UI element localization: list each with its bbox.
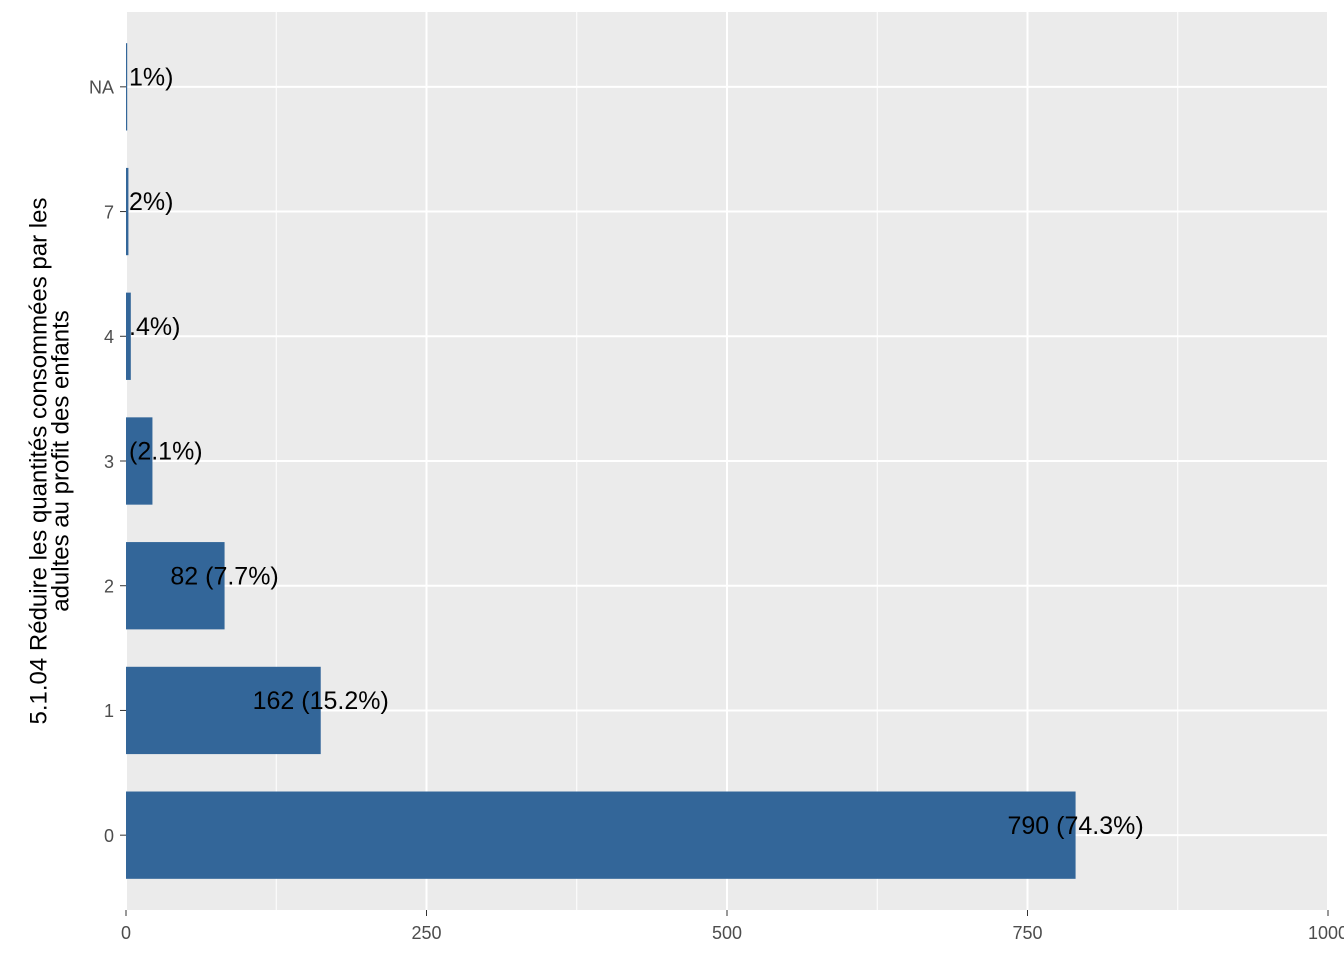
bar [126, 167, 129, 256]
value-label: 2%) [129, 188, 173, 216]
bar [126, 43, 128, 131]
bar [126, 417, 153, 505]
x-tick-label: 1000 [1308, 923, 1344, 943]
x-tick-label: 500 [712, 923, 742, 943]
value-label: 162 (15.2%) [253, 687, 389, 715]
y-tick-label: 0 [104, 826, 114, 846]
x-tick-label: 0 [121, 923, 131, 943]
bar [126, 542, 225, 630]
y-axis-title: adultes au profit des enfants [47, 310, 74, 612]
value-label: .4%) [129, 313, 180, 341]
y-tick-label: NA [89, 78, 114, 98]
value-label: 1%) [129, 63, 173, 91]
value-label: 790 (74.3%) [1007, 812, 1143, 840]
x-tick-label: 250 [411, 923, 441, 943]
x-tick-label: 750 [1012, 923, 1042, 943]
value-label: (2.1%) [129, 438, 203, 466]
bar [126, 791, 1076, 879]
y-axis-title: 5.1.04 Réduire les quantités consommées … [25, 198, 52, 725]
value-label: 82 (7.7%) [170, 562, 278, 590]
y-tick-label: 1 [104, 701, 114, 721]
y-tick-label: 3 [104, 452, 114, 472]
bar [126, 666, 321, 755]
y-tick-label: 7 [104, 202, 114, 222]
bar [126, 292, 131, 380]
y-tick-label: 2 [104, 576, 114, 596]
y-tick-label: 4 [104, 327, 114, 347]
